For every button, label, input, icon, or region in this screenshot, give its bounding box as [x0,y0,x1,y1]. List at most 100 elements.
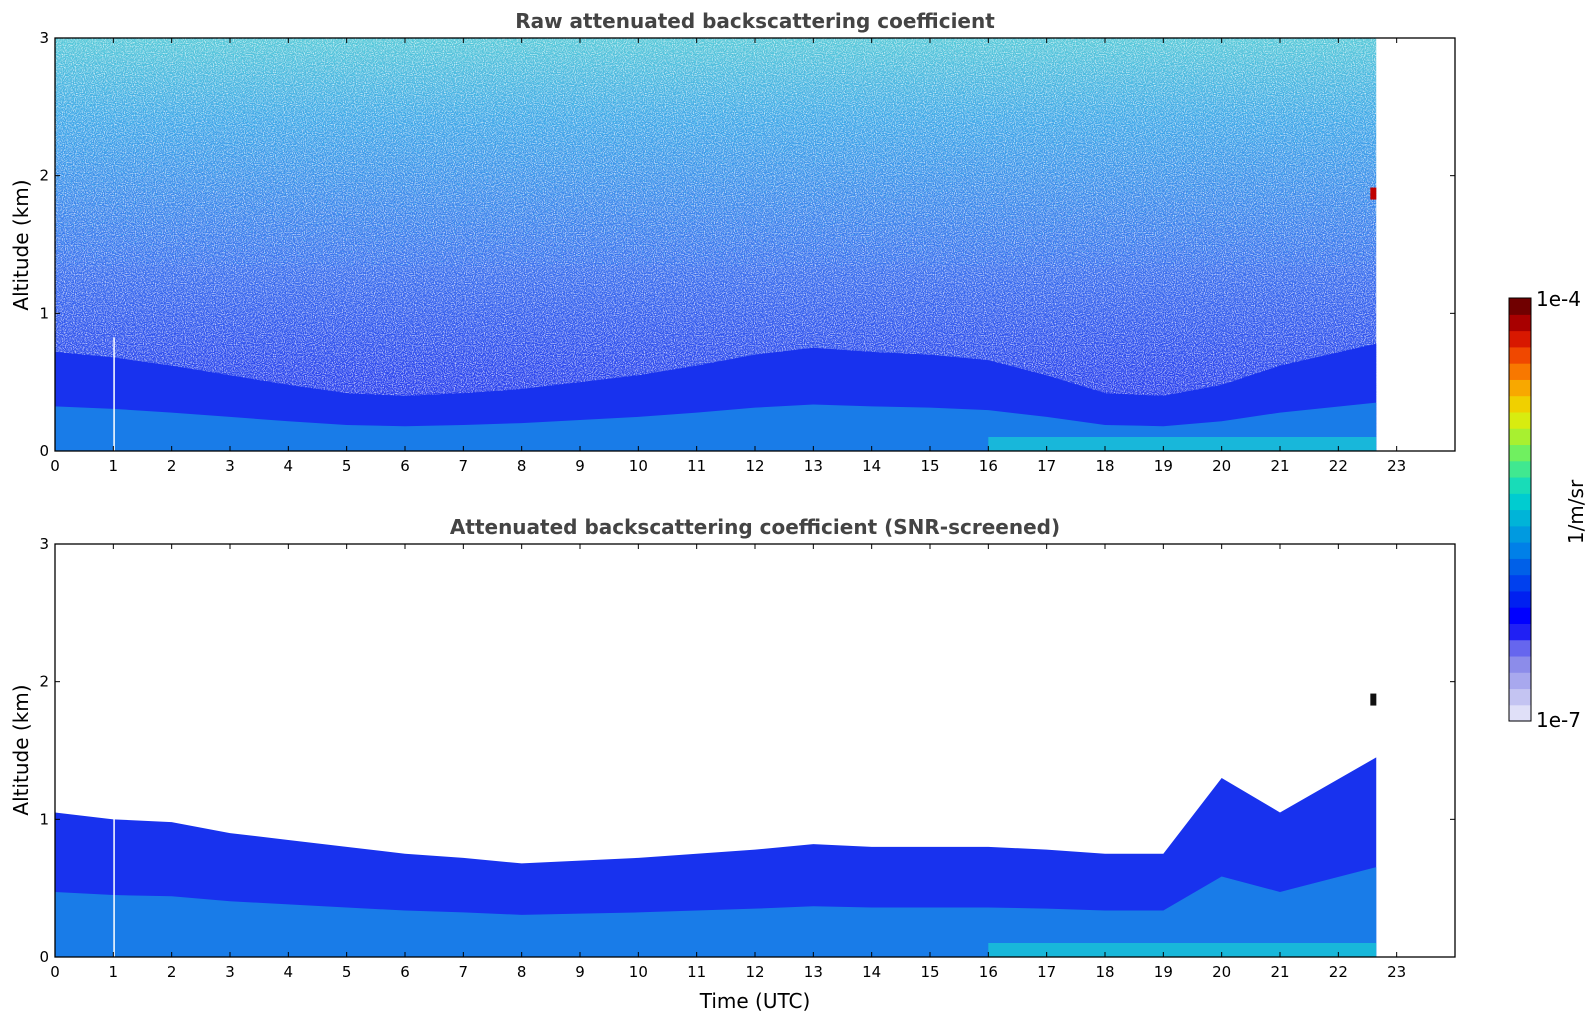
x-tick-label: 7 [459,457,469,475]
x-tick-label: 21 [1270,457,1289,475]
x-tick-label: 13 [804,963,823,981]
colorbar-cell [1509,298,1531,315]
x-tick-label: 16 [979,963,998,981]
y-tick-label: 2 [39,167,49,185]
x-tick-label: 19 [1154,963,1173,981]
x-tick-label: 13 [804,457,823,475]
colorbar-cell [1509,460,1531,478]
x-tick-label: 11 [687,457,706,475]
x-tick-label: 19 [1154,457,1173,475]
x-tick-label: 18 [1095,963,1114,981]
x-tick-label: 17 [1037,963,1056,981]
colorbar-cell [1509,428,1531,446]
panel-2-title: Attenuated backscattering coefficient (S… [450,515,1060,539]
x-tick-label: 7 [459,963,469,981]
colorbar-cell [1509,607,1531,624]
x-tick-label: 6 [400,457,410,475]
x-tick-label: 8 [517,457,527,475]
y-tick-label: 0 [39,948,49,966]
colorbar-min-label: 1e-7 [1536,708,1581,732]
x-tick-label: 16 [979,457,998,475]
x-tick-label: 3 [225,963,235,981]
colorbar-cell [1509,542,1531,559]
y-tick-label: 3 [39,535,49,553]
x-tick-label: 20 [1212,963,1231,981]
x-tick-label: 0 [50,457,60,475]
colorbar-cell [1509,314,1531,332]
x-tick-label: 2 [167,457,177,475]
panel-1-axes: 0 1 2 3 4 5 6 7 8 9 10 11 12 13 14 15 16 17 18 19 20 21 22 2301… [39,29,1455,475]
x-tick-label: 12 [745,963,764,981]
panel-1-ylabel: Altitude (km) [9,179,33,310]
colorbar-cell [1509,525,1531,543]
colorbar-unit-label: 1/m/sr [1564,479,1588,544]
x-tick-label: 9 [575,963,585,981]
panel-1-title: Raw attenuated backscattering coefficien… [515,9,995,33]
colorbar-cell [1509,623,1531,641]
colorbar-cell [1509,379,1531,397]
surface-layer [55,867,1377,957]
panel-screened: Attenuated backscattering coefficient (S… [9,515,1456,1013]
x-tick-label: 1 [109,963,119,981]
boundary-layer [55,757,1377,957]
x-tick-label: 17 [1037,457,1056,475]
panel-1-heatmap [55,38,1377,451]
colorbar-cell [1509,704,1531,722]
colorbar-cell [1509,395,1531,413]
strong-feature [1370,693,1377,706]
y-tick-label: 1 [39,304,49,322]
x-tick-label: 15 [920,963,939,981]
x-tick-label: 22 [1329,457,1348,475]
colorbar-scale [1509,298,1531,722]
colorbar-cell [1509,574,1531,592]
x-tick-label: 21 [1270,963,1289,981]
colorbar-frame [1508,297,1532,722]
colorbar-cell [1509,558,1531,576]
data-gap-line [113,799,115,957]
x-tick-label: 22 [1329,963,1348,981]
x-tick-label: 9 [575,457,585,475]
colorbar-cell [1509,411,1531,429]
x-tick-label: 11 [687,963,706,981]
panel-raw: Raw attenuated backscattering coefficien… [9,9,1456,475]
x-tick-label: 6 [400,963,410,981]
colorbar-cell [1509,363,1531,380]
noise-texture-cyan [55,38,1377,266]
x-tick-label: 14 [862,963,881,981]
near-surface-band [988,943,1377,957]
x-tick-label: 4 [284,963,294,981]
colorbar-cell [1509,672,1531,690]
x-tick-label: 20 [1212,457,1231,475]
panel-2-xlabel: Time (UTC) [699,989,811,1013]
x-tick-label: 1 [109,457,119,475]
x-tick-label: 12 [745,457,764,475]
colorbar-cell [1509,688,1531,706]
data-gap-line [113,337,115,451]
x-tick-label: 3 [225,457,235,475]
colorbar-cell [1509,444,1531,462]
colorbar-cell [1509,330,1531,348]
colorbar-cell [1509,509,1531,527]
colorbar: 1e-4 1e-7 1/m/sr [1508,287,1588,732]
colorbar-cell [1509,655,1531,673]
x-tick-label: 5 [342,457,352,475]
x-tick-label: 18 [1095,457,1114,475]
colorbar-cell [1509,590,1531,608]
panel-2-axes: 0 1 2 3 4 5 6 7 8 9 10 11 12 13 14 15 16 17 18 19 20 21 22 2301… [39,535,1455,981]
x-tick-label: 10 [629,963,648,981]
y-tick-label: 3 [39,29,49,47]
strong-feature [1370,187,1377,200]
y-tick-label: 1 [39,810,49,828]
colorbar-cell [1509,639,1531,657]
panel-2-ylabel: Altitude (km) [9,684,33,815]
x-tick-label: 8 [517,963,527,981]
colorbar-cell [1509,493,1531,511]
x-tick-label: 14 [862,457,881,475]
near-surface-band [988,437,1377,451]
x-tick-label: 2 [167,963,177,981]
y-tick-label: 2 [39,673,49,691]
x-tick-label: 23 [1387,963,1406,981]
x-tick-label: 4 [284,457,294,475]
colorbar-max-label: 1e-4 [1536,287,1581,311]
